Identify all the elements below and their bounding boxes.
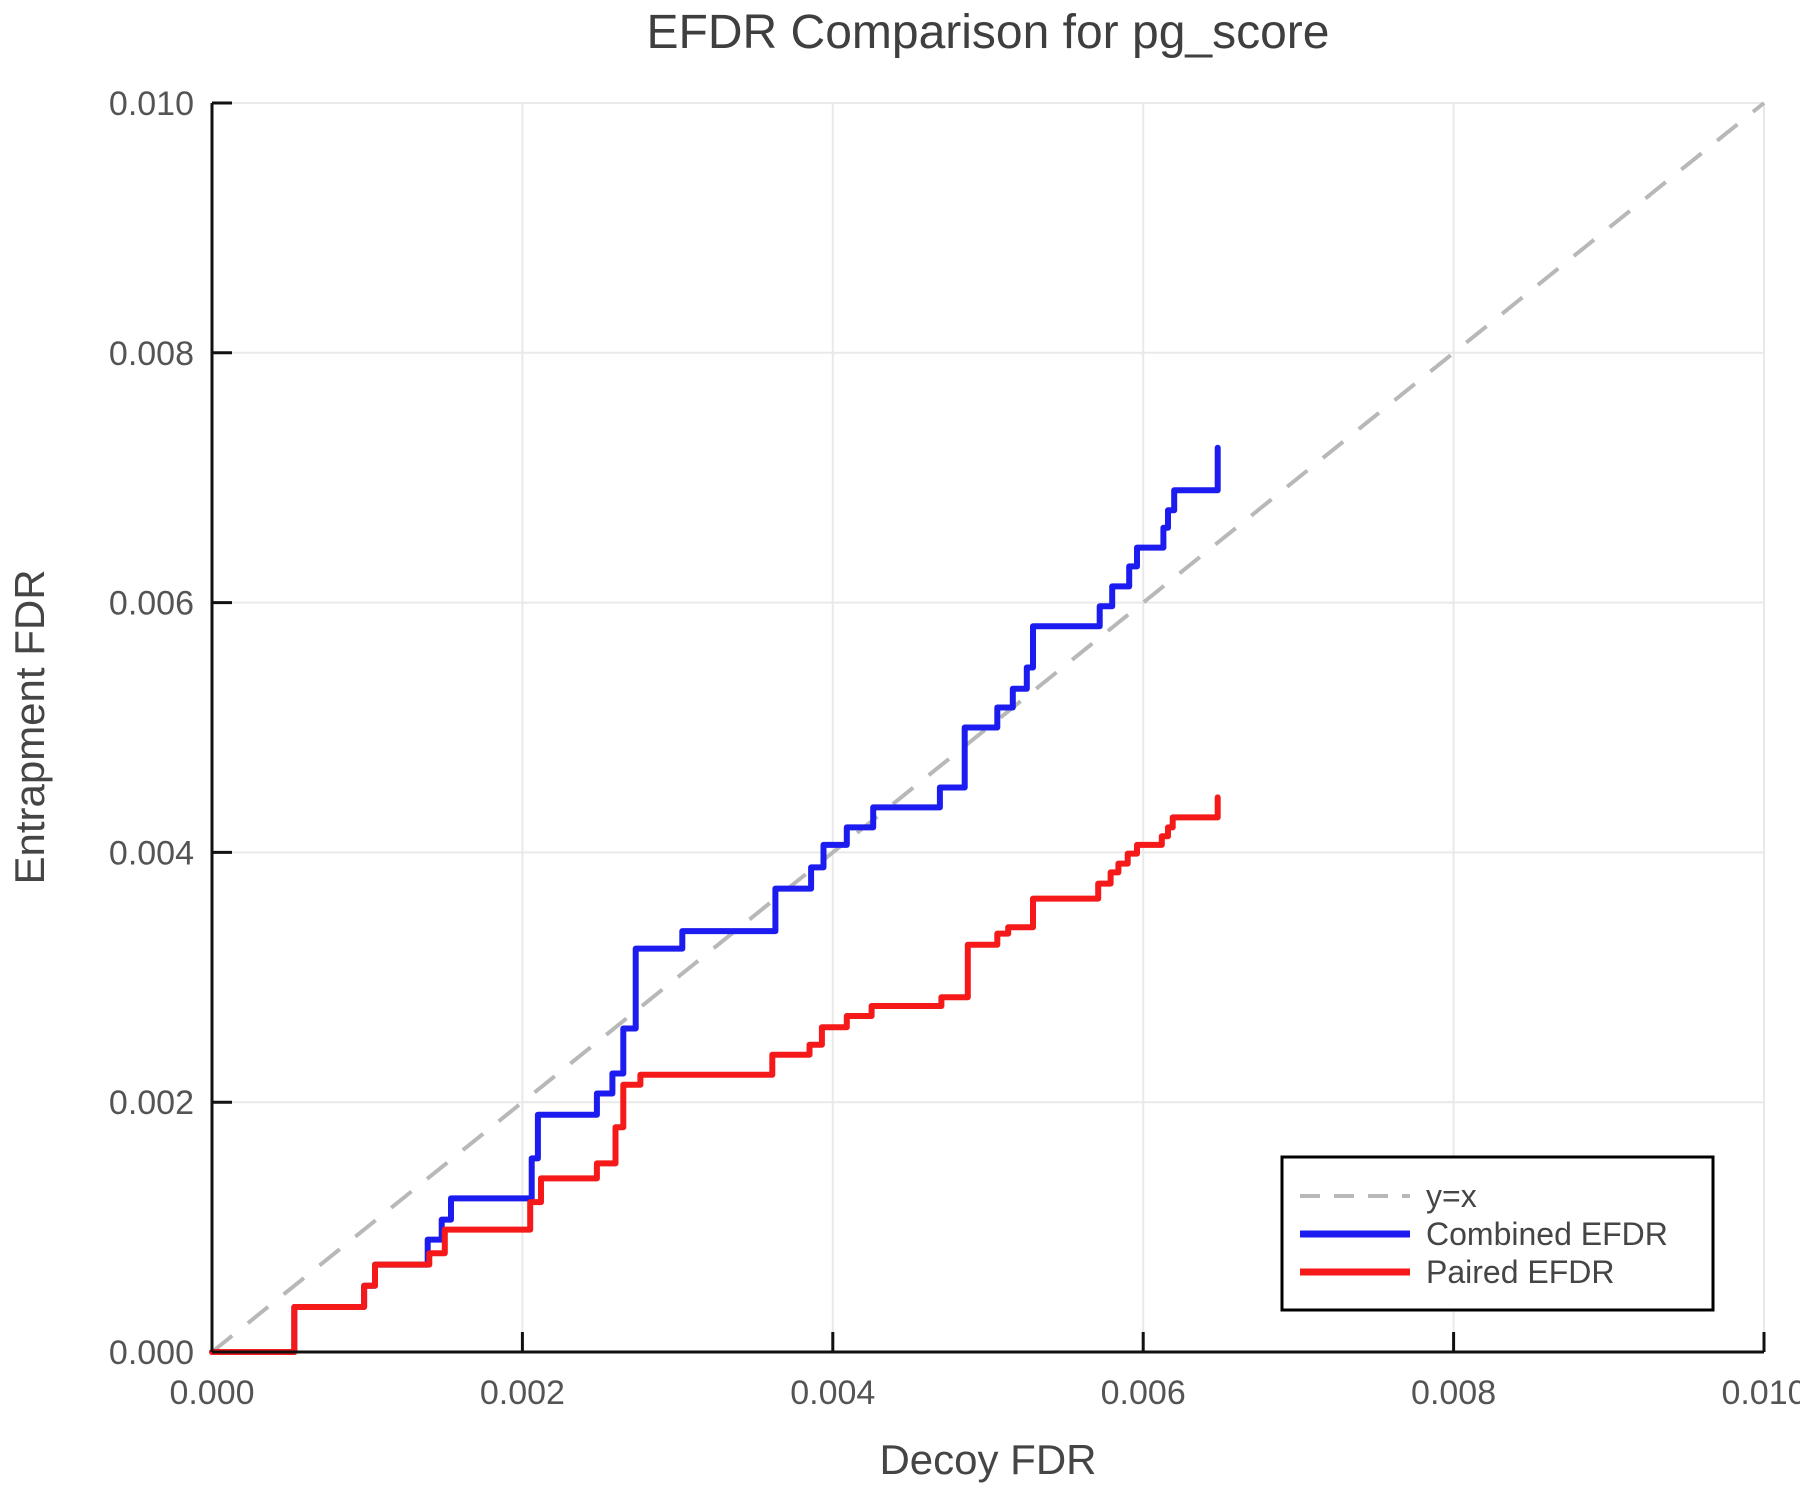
x-tick-label: 0.000 (169, 1374, 254, 1412)
y-tick-label: 0.010 (109, 85, 194, 123)
x-tick-label: 0.008 (1411, 1374, 1496, 1412)
x-tick-label: 0.002 (480, 1374, 565, 1412)
y-tick-label: 0.008 (109, 335, 194, 373)
series-layer (209, 101, 1766, 1355)
legend-entry-combined: Combined EFDR (1426, 1216, 1668, 1252)
series-line-yx (210, 101, 1766, 1354)
chart-title: EFDR Comparison for pg_score (647, 6, 1330, 59)
legend-box: y=x Combined EFDR Paired EFDR (1280, 1155, 1715, 1312)
y-tick-label: 0.000 (109, 1334, 194, 1372)
axes-spines (210, 103, 1764, 1354)
legend-entry-yx: y=x (1426, 1178, 1477, 1214)
y-tick-label: 0.006 (109, 585, 194, 623)
x-tick-label: 0.006 (1101, 1374, 1186, 1412)
tick-layer: 0.000 0.002 0.004 0.006 0.008 0.010 0.000 0.002… (109, 85, 1800, 1412)
series-line-paired-efdr (209, 794, 1221, 1355)
x-axis-label: Decoy FDR (879, 1436, 1096, 1483)
y-axis-label: Entrapment FDR (6, 569, 53, 884)
y-tick-label: 0.002 (109, 1084, 194, 1122)
x-tick-label: 0.004 (790, 1374, 875, 1412)
y-tick-label: 0.004 (109, 834, 194, 872)
x-tick-label: 0.010 (1721, 1374, 1800, 1412)
series-line-combined-efdr (209, 444, 1221, 1355)
legend-entry-paired: Paired EFDR (1426, 1254, 1615, 1290)
